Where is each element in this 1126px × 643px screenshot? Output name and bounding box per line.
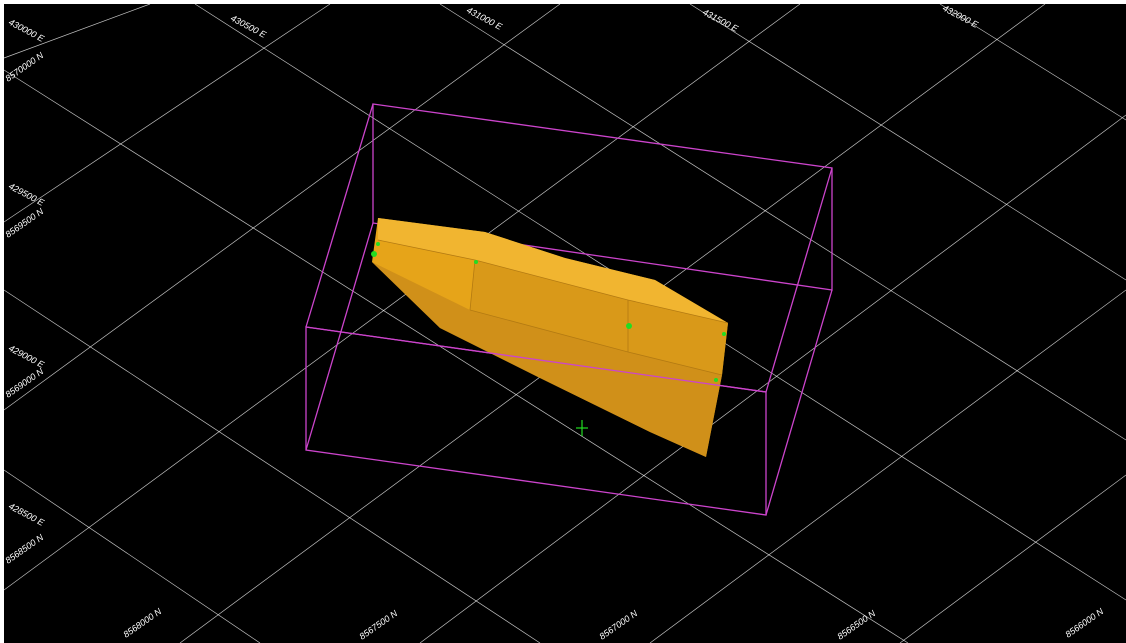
easting-label: 430500 E — [229, 13, 269, 40]
grid-line — [3, 69, 909, 643]
bounding-box-edge — [765, 167, 833, 393]
northing-label: 8568500 N — [3, 532, 45, 566]
grid-line — [3, 469, 261, 643]
crosshair-icon[interactable] — [576, 420, 588, 436]
easting-label: 431000 E — [465, 5, 505, 32]
orebody-solid[interactable] — [372, 218, 729, 457]
bounding-box-edge — [305, 222, 374, 451]
grid-line — [3, 3, 331, 223]
easting-label: 432000 E — [941, 3, 981, 30]
sample-marker[interactable] — [474, 260, 478, 264]
northing-label: 8569000 N — [3, 366, 45, 400]
grid-line — [3, 289, 541, 643]
northing-label: 8566000 N — [1063, 606, 1105, 640]
sample-marker[interactable] — [371, 251, 377, 257]
bounding-box-edge — [305, 103, 374, 328]
grid-line — [3, 3, 151, 59]
corner-easting-label: 430000 E — [7, 17, 47, 44]
window-border-top — [0, 0, 330, 4]
grid-lines-easting — [3, 3, 1126, 643]
solid-face-mid — [470, 260, 728, 375]
solid-face-top — [378, 218, 728, 323]
grid-line — [3, 3, 801, 591]
window-border-left — [0, 0, 4, 643]
bounding-box-edge — [765, 289, 833, 516]
easting-label: 428500 E — [7, 501, 47, 528]
solid-edge — [377, 239, 729, 324]
sample-marker[interactable] — [722, 332, 726, 336]
grid-line — [689, 3, 1126, 281]
sample-markers[interactable] — [371, 242, 726, 382]
northing-label: 8567000 N — [597, 608, 639, 642]
northing-label: 8569500 N — [3, 206, 45, 240]
easting-label: 429000 E — [7, 343, 47, 370]
bounding-box — [305, 103, 833, 516]
northing-label: 8568000 N — [121, 606, 163, 640]
grid-line — [419, 114, 1126, 643]
sample-marker[interactable] — [626, 323, 632, 329]
grid-line — [439, 3, 1126, 441]
solid-face-lower — [372, 262, 722, 457]
grid-line — [3, 3, 561, 411]
easting-label: 429500 E — [7, 181, 47, 208]
northing-label: 8567500 N — [357, 608, 399, 642]
grid-line — [899, 474, 1126, 643]
northing-label: 8566500 N — [835, 608, 877, 642]
grid-line — [939, 3, 1126, 121]
easting-label: 431500 E — [701, 7, 741, 34]
sample-marker[interactable] — [376, 242, 380, 246]
bounding-box-edge-front — [305, 326, 767, 393]
corner-northing-label: 8570000 N — [3, 50, 45, 84]
solid-edge — [469, 259, 476, 311]
sample-marker[interactable] — [714, 378, 718, 382]
grid-line — [649, 289, 1126, 643]
